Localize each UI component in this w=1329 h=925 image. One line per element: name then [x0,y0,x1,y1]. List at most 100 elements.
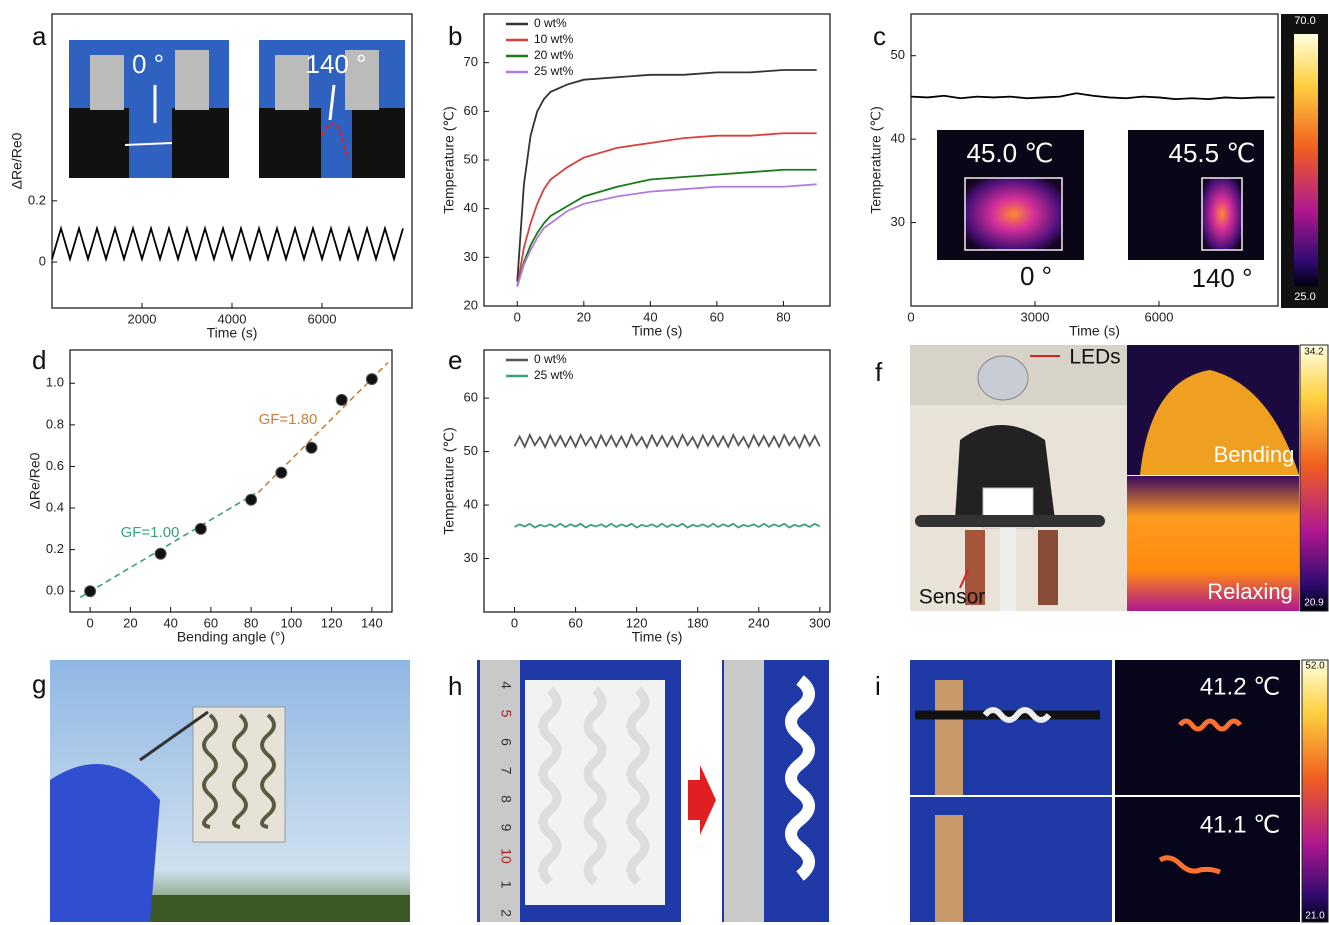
x-tick-label: 300 [809,615,831,630]
x-tick-label: 120 [321,615,343,630]
ruler-number: 5 [498,710,514,718]
x-tick-label: 0 [907,309,914,324]
line-series [52,228,403,259]
y-axis-label: ΔRe/Re0 [9,132,25,189]
line-series [515,524,820,528]
scatter-point [85,586,96,597]
y-tick-label: 0.4 [46,499,64,514]
x-tick-label: 240 [748,615,770,630]
x-axis-label: Bending angle (°) [177,629,285,645]
x-tick-label: 20 [123,615,137,630]
photo [477,660,829,922]
x-tick-label: 6000 [308,311,337,326]
chart: 020406080203040506070Time (s)Temperature… [441,14,830,339]
y-tick-label: 40 [464,200,478,215]
line-series [911,93,1275,99]
photo-label: Relaxing [1207,579,1293,604]
inset-label: 140 ° [305,49,366,79]
y-tick-label: 0.2 [28,192,46,207]
panel-letter: h [448,671,462,701]
scatter-point [366,374,377,385]
ruler-number: 4 [498,681,514,689]
photo-label: Bending [1214,442,1295,467]
line-series [517,184,816,286]
x-tick-label: 40 [163,615,177,630]
x-tick-label: 80 [776,309,790,324]
ruler-number: 1 [498,881,514,889]
panel-letter: a [32,21,47,51]
fit-label: GF=1.80 [259,411,318,428]
plot-frame [484,350,830,612]
x-tick-label: 140 [361,615,383,630]
y-tick-label: 1.0 [46,375,64,390]
inset-label: 140 ° [1191,263,1252,293]
legend-label: 25 wt% [534,64,574,78]
scatter-point [306,442,317,453]
fit-line [80,493,255,597]
inset-label: 45.5 ℃ [1168,138,1255,168]
ruler-number: 9 [498,824,514,832]
y-tick-label: 60 [464,103,478,118]
scatter-point [336,394,347,405]
panel-letter: d [32,345,46,375]
colorbar-label: 20.9 [1304,598,1324,609]
x-tick-label: 3000 [1021,309,1050,324]
colorbar-label: 21.0 [1305,911,1325,922]
y-tick-label: 0.0 [46,583,64,598]
legend-label: 10 wt% [534,32,574,46]
scatter-point [155,548,166,559]
y-tick-label: 70 [464,54,478,69]
x-tick-label: 0 [511,615,518,630]
inset-label: 45.0 ℃ [966,138,1053,168]
photo-label: 41.1 ℃ [1200,811,1280,838]
legend-label: 0 wt% [534,352,567,366]
photo-label: Sensor [919,586,986,609]
ruler-number: 10 [498,848,514,864]
fit-label: GF=1.00 [121,524,180,541]
panel-letter: b [448,21,462,51]
line-series [517,70,816,282]
panel-letter: g [32,669,46,699]
x-tick-label: 0 [87,615,94,630]
y-tick-label: 0.6 [46,458,64,473]
x-axis-label: Time (s) [1069,323,1120,339]
y-axis-label: Temperature (℃) [868,106,884,214]
y-tick-label: 30 [464,249,478,264]
scatter-point [246,494,257,505]
y-tick-label: 60 [464,390,478,405]
y-axis-label: ΔRe/Re0 [27,452,43,509]
scatter-point [276,467,287,478]
y-tick-label: 30 [891,214,905,229]
x-axis-label: Time (s) [207,325,258,341]
colorbar-label: 34.2 [1304,347,1324,358]
colorbar-label: 52.0 [1305,661,1325,672]
x-tick-label: 20 [577,309,591,324]
y-axis-label: Temperature (℃) [441,427,457,535]
colorbar-label: 25.0 [1294,291,1315,303]
photo-label: 41.2 ℃ [1200,673,1280,700]
x-tick-label: 60 [568,615,582,630]
panel-letter: f [875,357,883,387]
y-tick-label: 40 [891,131,905,146]
legend-label: 25 wt% [534,368,574,382]
figure: 0 ° 140 ° 45.0 ℃ 45.5 ℃ 0 ° 140 ° 70.0 2… [0,0,1329,925]
x-axis-label: Time (s) [632,323,683,339]
ruler-number: 6 [498,738,514,746]
y-tick-label: 40 [464,496,478,511]
panel-letter: c [873,21,886,51]
y-tick-label: 30 [464,550,478,565]
y-axis-label: Temperature (℃) [441,106,457,214]
legend-label: 20 wt% [534,48,574,62]
panel-letter: i [875,671,881,701]
inset-label: 0 ° [132,49,164,79]
legend-label: 0 wt% [534,16,567,30]
photo-label: LEDs [1069,346,1120,369]
ruler-number: 8 [498,795,514,803]
x-tick-label: 180 [687,615,709,630]
x-tick-label: 0 [514,309,521,324]
x-axis-label: Time (s) [632,629,683,645]
x-tick-label: 60 [710,309,724,324]
photo [910,345,1328,611]
